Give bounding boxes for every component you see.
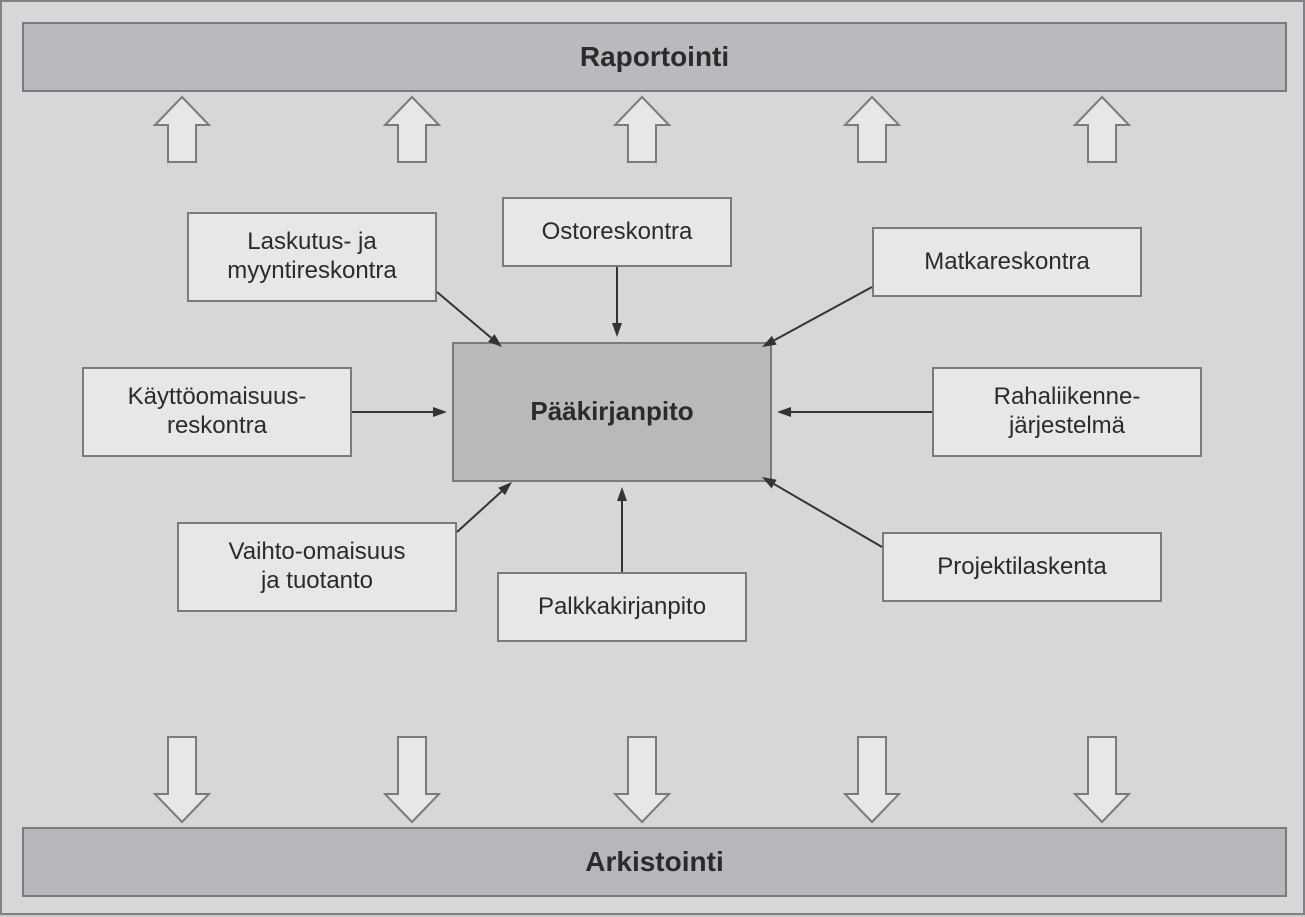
edge-matkareskontra [774,287,872,340]
edge-head-palkkakirjanpito [617,487,627,501]
top-bar-raportointi: Raportointi [22,22,1287,92]
node-palkkakirjanpito: Palkkakirjanpito [497,572,747,642]
block-arrow-up-4 [1075,97,1129,162]
edge-projektilaskenta [774,484,882,547]
node-matkareskontra: Matkareskontra [872,227,1142,297]
node-rahaliikenne: Rahaliikenne-järjestelmä [932,367,1202,457]
center-node-paakirjanpito: Pääkirjanpito [452,342,772,482]
block-arrow-down-1 [385,737,439,822]
edge-head-rahaliikenne [777,407,791,417]
block-arrow-down-4 [1075,737,1129,822]
block-arrow-down-3 [845,737,899,822]
node-kayttoomaisuus: Käyttöomaisuus-reskontra [82,367,352,457]
node-vaihto: Vaihto-omaisuusja tuotanto [177,522,457,612]
block-arrow-up-0 [155,97,209,162]
edge-head-kayttoomaisuus [433,407,447,417]
block-arrow-up-3 [845,97,899,162]
diagram-canvas: Raportointi Arkistointi Pääkirjanpito Ostor… [0,0,1305,915]
block-arrow-up-1 [385,97,439,162]
edge-laskutus [437,292,491,338]
edge-head-ostoreskontra [612,323,622,337]
block-arrow-down-2 [615,737,669,822]
block-arrow-down-0 [155,737,209,822]
node-ostoreskontra: Ostoreskontra [502,197,732,267]
block-arrow-up-2 [615,97,669,162]
node-projektilaskenta: Projektilaskenta [882,532,1162,602]
edge-vaihto [457,491,502,532]
edge-head-vaihto [498,482,512,495]
node-laskutus: Laskutus- jamyyntireskontra [187,212,437,302]
bottom-bar-arkistointi: Arkistointi [22,827,1287,897]
